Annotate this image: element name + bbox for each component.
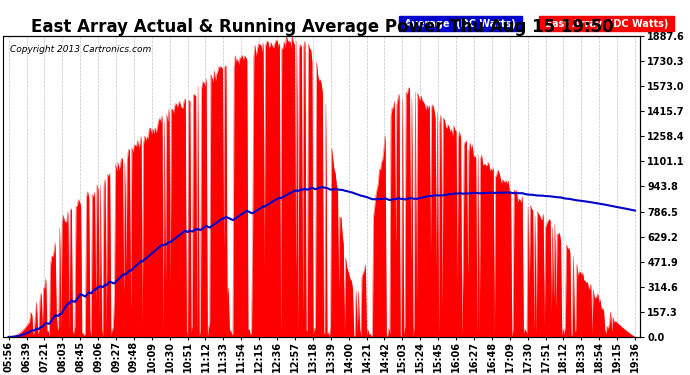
Text: Average  (DC Watts): Average (DC Watts) [402,19,520,29]
Text: East Array  (DC Watts): East Array (DC Watts) [542,19,671,29]
Title: East Array Actual & Running Average Power Thu Aug 15 19:50: East Array Actual & Running Average Powe… [30,18,613,36]
Text: Copyright 2013 Cartronics.com: Copyright 2013 Cartronics.com [10,45,151,54]
